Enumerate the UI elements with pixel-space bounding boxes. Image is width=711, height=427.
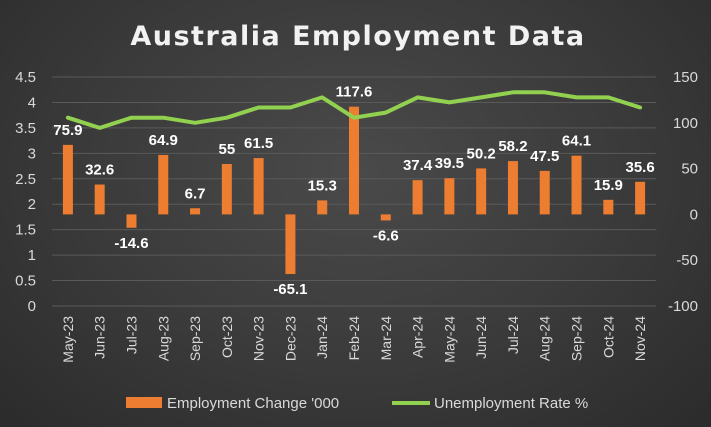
bar-data-label: 35.6 (626, 159, 655, 176)
bar (62, 144, 73, 215)
right-axis-tick-label: 0 (690, 206, 698, 223)
bar-data-label: 58.2 (498, 138, 527, 155)
bar-data-label: 32.6 (85, 162, 114, 179)
unemployment-line (65, 90, 643, 130)
bar-data-labels: 75.9 32.6 -14.6 64.9 6.7 55 61.5 -65.1 15.3 117.6… (53, 84, 654, 298)
bar-data-label: 55 (218, 141, 235, 158)
bar (158, 154, 169, 215)
bar-data-label: -65.1 (273, 281, 307, 298)
bar (635, 181, 646, 215)
x-axis-tick-label: Mar-24 (378, 316, 394, 361)
x-axis-tick-label: Sep-24 (569, 316, 585, 361)
left-axis-tick-label: 3 (28, 145, 36, 162)
bar-data-label: 15.9 (594, 177, 623, 194)
right-axis-tick-label: -100 (668, 298, 698, 315)
left-axis-tick-label: 0 (28, 298, 36, 315)
bar (190, 208, 201, 215)
left-axis-tick-label: 1 (28, 247, 36, 264)
left-axis-tick-label: 2.5 (15, 171, 36, 188)
legend-swatch-employment (126, 397, 162, 408)
bar-data-label: 15.3 (308, 177, 337, 194)
right-axis-tick-label: 150 (673, 69, 698, 86)
legend: Employment Change '000 Unemployment Rate… (126, 395, 588, 412)
bar (380, 214, 391, 221)
left-axis-tick-label: 0.5 (15, 273, 36, 290)
left-axis-tick-label: 4.5 (15, 69, 36, 86)
chart-title: Australia Employment Data (130, 21, 585, 52)
bar (317, 200, 328, 215)
bar (349, 106, 359, 215)
x-axis-tick-label: Nov-24 (632, 316, 648, 361)
unemployment-line-group (65, 90, 643, 130)
bar-data-label: 6.7 (185, 185, 206, 202)
x-axis-tick-label: Oct-24 (600, 316, 616, 358)
bar (94, 184, 105, 215)
x-axis-tick-label: May-24 (441, 316, 457, 363)
left-axis-tick-label: 2 (28, 196, 36, 213)
x-axis-tick-label: Jul-23 (123, 316, 139, 354)
bar-data-label: 117.6 (336, 84, 373, 101)
x-axis-tick-label: Dec-23 (282, 316, 298, 361)
right-axis-tick-label: 100 (673, 115, 698, 132)
bar (603, 199, 614, 215)
bar (476, 168, 487, 215)
left-axis-tick-label: 3.5 (15, 120, 36, 137)
bar (539, 170, 550, 215)
bar-data-label: 39.5 (435, 155, 464, 172)
bar (253, 158, 264, 215)
bar-data-label: 64.1 (562, 133, 591, 150)
x-axis-tick-label: Jan-24 (314, 316, 330, 359)
left-axis-ticks: 0 0.5 1 1.5 2 2.5 3 3.5 4 4.5 (15, 69, 36, 315)
bar-data-label: 37.4 (403, 157, 433, 174)
x-axis-tick-label: Apr-24 (410, 316, 426, 358)
x-axis-tick-label: Jun-24 (473, 316, 489, 359)
bar-data-label: 50.2 (467, 145, 496, 162)
right-axis-tick-label: 50 (681, 161, 698, 178)
x-axis-tick-label: Nov-23 (251, 316, 267, 361)
legend-label-employment: Employment Change '000 (167, 395, 339, 412)
bar (126, 214, 137, 228)
bar (571, 155, 582, 215)
bar (412, 180, 423, 215)
bar-data-label: 47.5 (530, 148, 559, 165)
employment-bars (62, 106, 646, 275)
bar (285, 214, 296, 275)
bar-data-label: 64.9 (149, 132, 178, 149)
x-axis-tick-label: Jun-23 (92, 316, 108, 359)
bar-data-label: -14.6 (114, 235, 148, 252)
left-axis-tick-label: 4 (28, 94, 36, 111)
bar-data-label: 61.5 (244, 135, 273, 152)
x-axis-tick-label: Sep-23 (187, 316, 203, 361)
bar-data-label: -6.6 (373, 227, 399, 244)
x-axis-tick-label: May-23 (60, 316, 76, 363)
right-axis-tick-label: -50 (676, 252, 698, 269)
bar (221, 164, 232, 215)
x-axis-tick-label: Jul-24 (505, 316, 521, 354)
bar (507, 161, 518, 215)
bar-data-label: 75.9 (53, 122, 82, 139)
x-axis-tick-label: Feb-24 (346, 316, 362, 361)
x-axis-tick-label: Aug-23 (155, 316, 171, 361)
x-axis-ticks: May-23 Jun-23 Jul-23 Aug-23 Sep-23 Oct-23 Nov-… (60, 316, 648, 363)
legend-label-unemployment: Unemployment Rate % (434, 395, 588, 412)
right-axis-ticks: -100 -50 0 50 100 150 (668, 69, 698, 315)
left-axis-tick-label: 1.5 (15, 222, 36, 239)
bar (444, 178, 455, 215)
x-axis-tick-label: Aug-24 (537, 316, 553, 361)
x-axis-tick-label: Oct-23 (219, 316, 235, 358)
